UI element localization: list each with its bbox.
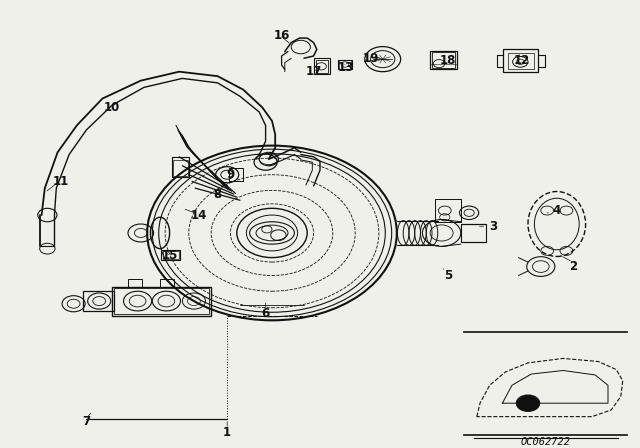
Bar xyxy=(161,250,180,260)
Bar xyxy=(83,291,114,311)
Bar xyxy=(173,160,188,176)
Text: 7: 7 xyxy=(83,414,90,428)
Circle shape xyxy=(516,395,540,411)
Bar xyxy=(503,49,538,72)
Text: 19: 19 xyxy=(363,52,380,65)
Text: 18: 18 xyxy=(440,54,456,67)
Bar xyxy=(316,60,328,73)
Text: 15: 15 xyxy=(161,249,178,262)
Text: 8: 8 xyxy=(214,188,221,202)
Bar xyxy=(163,251,179,259)
Bar xyxy=(430,51,457,69)
Bar xyxy=(128,279,142,287)
Bar xyxy=(112,287,211,316)
Text: 17: 17 xyxy=(305,65,322,78)
Text: 1: 1 xyxy=(223,426,231,439)
Text: 9: 9 xyxy=(227,168,234,181)
Text: 14: 14 xyxy=(190,208,207,222)
Text: OC062722: OC062722 xyxy=(520,437,571,447)
Bar xyxy=(435,199,461,222)
Text: 13: 13 xyxy=(337,60,354,74)
Bar xyxy=(172,157,189,177)
Bar xyxy=(339,60,351,69)
Bar xyxy=(338,60,352,69)
Text: 10: 10 xyxy=(104,101,120,114)
Text: 4: 4 xyxy=(553,204,561,217)
Bar xyxy=(114,288,209,314)
Text: 16: 16 xyxy=(273,29,290,43)
Bar xyxy=(508,53,534,69)
Text: 6: 6 xyxy=(262,307,269,320)
Text: 11: 11 xyxy=(52,175,69,188)
Bar xyxy=(229,168,243,181)
Text: 5: 5 xyxy=(444,269,452,282)
Bar xyxy=(160,279,174,287)
Text: 2: 2 xyxy=(569,260,577,273)
Bar xyxy=(432,52,455,68)
Bar xyxy=(314,58,330,74)
Text: 3: 3 xyxy=(489,220,497,233)
Text: 12: 12 xyxy=(513,54,530,67)
